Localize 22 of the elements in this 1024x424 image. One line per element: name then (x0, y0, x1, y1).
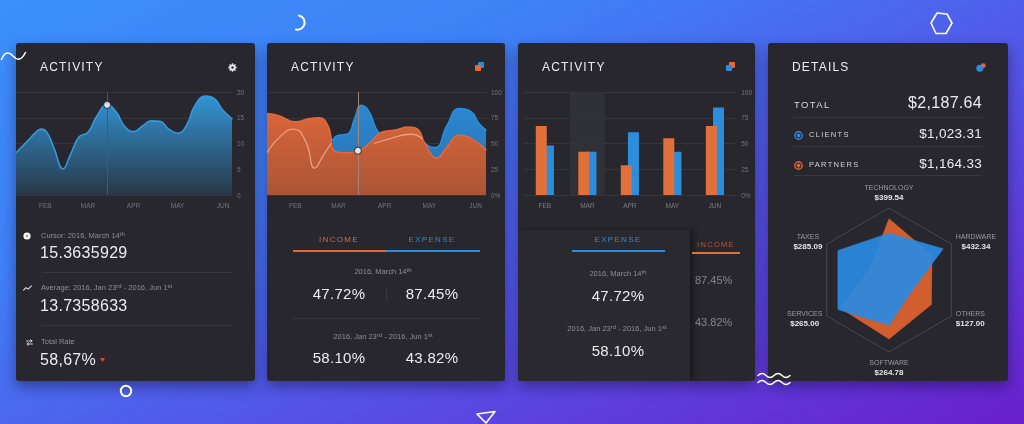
chart-title: DETAILS (792, 60, 850, 74)
text: 47.72% (591, 286, 645, 304)
text: 87.45% (695, 273, 733, 286)
text: 87.45% (405, 284, 459, 302)
text: TOTAL (794, 99, 831, 111)
text: 13.7358633 (40, 297, 128, 314)
text: 58.10% (312, 348, 366, 366)
text: 15.3635929 (40, 244, 128, 261)
chart-title: ACTIVITY (40, 60, 104, 74)
text: $1,023.31 (919, 126, 982, 142)
text: EXPENSE (594, 235, 642, 244)
text: 43.82% (695, 315, 733, 328)
text: $2,187.64 (908, 94, 982, 111)
text: 43.82% (405, 348, 459, 366)
text: EXPENSE (408, 235, 456, 244)
text: 47.72% (312, 284, 366, 302)
text: $1,164.33 (919, 156, 982, 172)
text: 58.10% (591, 341, 645, 359)
text: INCOME (319, 235, 359, 244)
text: 58,67% (40, 351, 97, 368)
chart-title: ACTIVITY (291, 60, 355, 74)
chart-title: ACTIVITY (542, 60, 606, 74)
